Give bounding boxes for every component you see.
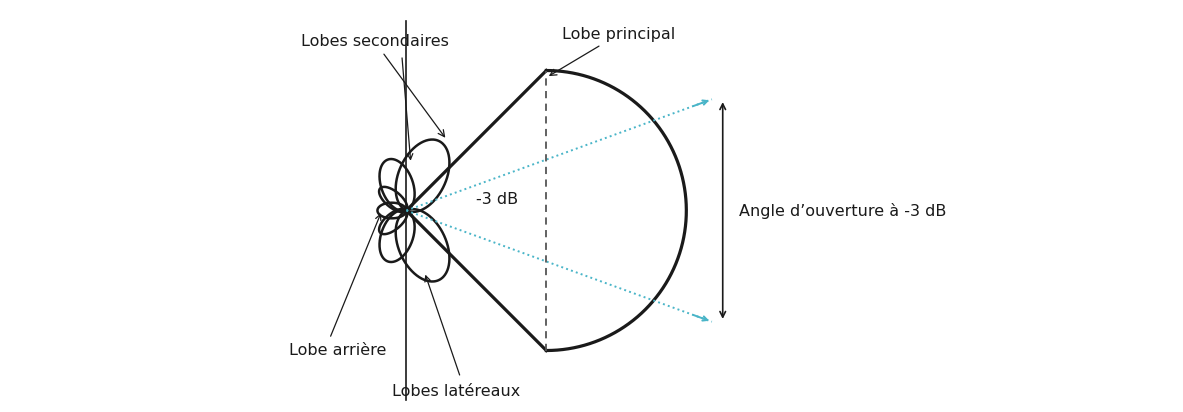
Text: Lobes secondaires: Lobes secondaires (300, 34, 448, 137)
Text: Lobe arrière: Lobe arrière (289, 343, 387, 358)
Text: Lobe principal: Lobe principal (550, 27, 675, 75)
Text: Angle d’ouverture à -3 dB: Angle d’ouverture à -3 dB (739, 203, 946, 218)
Text: -3 dB: -3 dB (476, 192, 518, 207)
Text: Lobes latéreaux: Lobes latéreaux (392, 384, 521, 399)
